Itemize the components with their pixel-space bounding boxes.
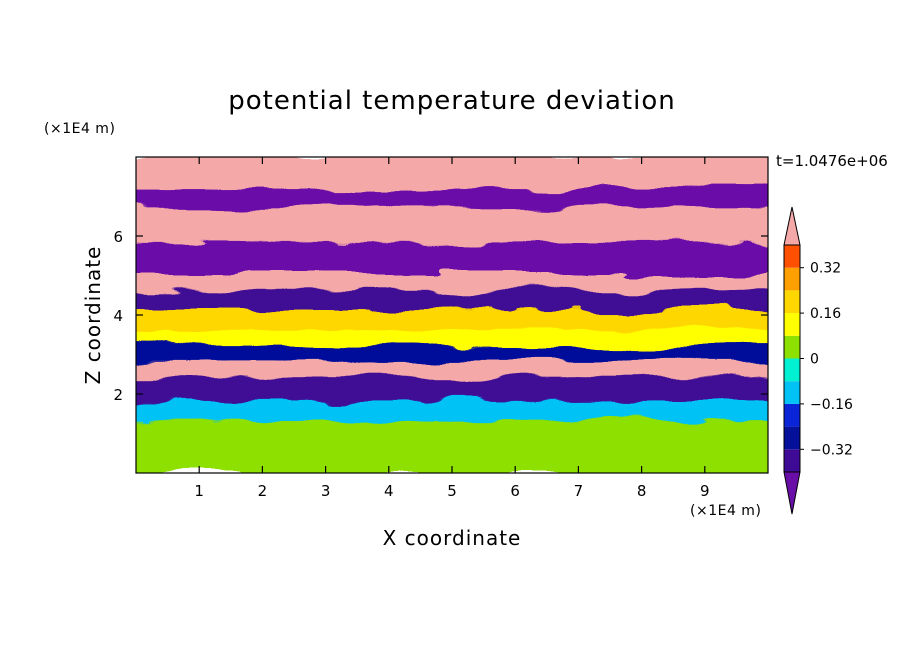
colorbar-segment bbox=[784, 449, 800, 472]
y-axis: 2 4 6 bbox=[113, 228, 768, 404]
contour-band bbox=[136, 187, 768, 210]
x-tick-label: 7 bbox=[574, 482, 584, 500]
colorbar-segment bbox=[784, 290, 800, 314]
colorbar-segment bbox=[784, 313, 800, 336]
x-tick-label: 3 bbox=[321, 482, 331, 500]
chart-title: potential temperature deviation bbox=[228, 86, 676, 116]
contour-band bbox=[136, 207, 768, 245]
x-tick-label: 1 bbox=[194, 482, 204, 500]
contour-field bbox=[136, 157, 768, 473]
x-tick-label: 2 bbox=[258, 482, 268, 500]
contour-band bbox=[136, 361, 768, 380]
colorbar-label: −0.32 bbox=[810, 442, 853, 458]
y-axis-unit: (×1E4 m) bbox=[44, 121, 116, 137]
contour-band bbox=[136, 329, 768, 348]
colorbar-over-arrow bbox=[783, 206, 801, 246]
time-label: t=1.0476e+06 bbox=[776, 152, 888, 170]
colorbar-segment bbox=[784, 381, 800, 404]
contour-band bbox=[136, 274, 768, 293]
x-tick-label: 6 bbox=[510, 482, 520, 500]
contour-band bbox=[136, 345, 768, 364]
y-tick-label: 2 bbox=[113, 386, 123, 404]
contour-band bbox=[136, 400, 768, 423]
colorbar-under-arrow bbox=[783, 471, 801, 515]
contour-band bbox=[136, 377, 768, 403]
colorbar-segment bbox=[784, 267, 800, 291]
colorbar-label: −0.16 bbox=[810, 397, 853, 413]
x-tick-label: 5 bbox=[447, 482, 457, 500]
x-axis-label: X coordinate bbox=[382, 526, 522, 550]
x-tick-label: 4 bbox=[384, 482, 394, 500]
colorbar-label: 0 bbox=[810, 352, 819, 368]
x-axis: 1 2 3 4 5 6 7 8 9 bbox=[194, 157, 710, 500]
colorbar-segment bbox=[784, 403, 800, 427]
colorbar-segment bbox=[784, 426, 800, 450]
x-tick-label: 8 bbox=[637, 482, 647, 500]
contour-band bbox=[136, 290, 768, 313]
y-tick-label: 4 bbox=[113, 307, 123, 325]
colorbar-segment bbox=[784, 335, 800, 359]
contour-band bbox=[136, 310, 768, 332]
colorbar: 0.32 0.16 0 −0.16 −0.32 bbox=[783, 206, 853, 515]
contour-band bbox=[136, 420, 768, 451]
contour-band bbox=[136, 242, 768, 277]
y-tick-label: 6 bbox=[113, 228, 123, 246]
colorbar-label: 0.32 bbox=[810, 261, 841, 277]
colorbar-segment bbox=[784, 245, 800, 268]
x-tick-label: 9 bbox=[700, 482, 710, 500]
x-axis-unit: (×1E4 m) bbox=[690, 503, 762, 519]
colorbar-segment bbox=[784, 358, 800, 382]
colorbar-label: 0.16 bbox=[810, 306, 841, 322]
